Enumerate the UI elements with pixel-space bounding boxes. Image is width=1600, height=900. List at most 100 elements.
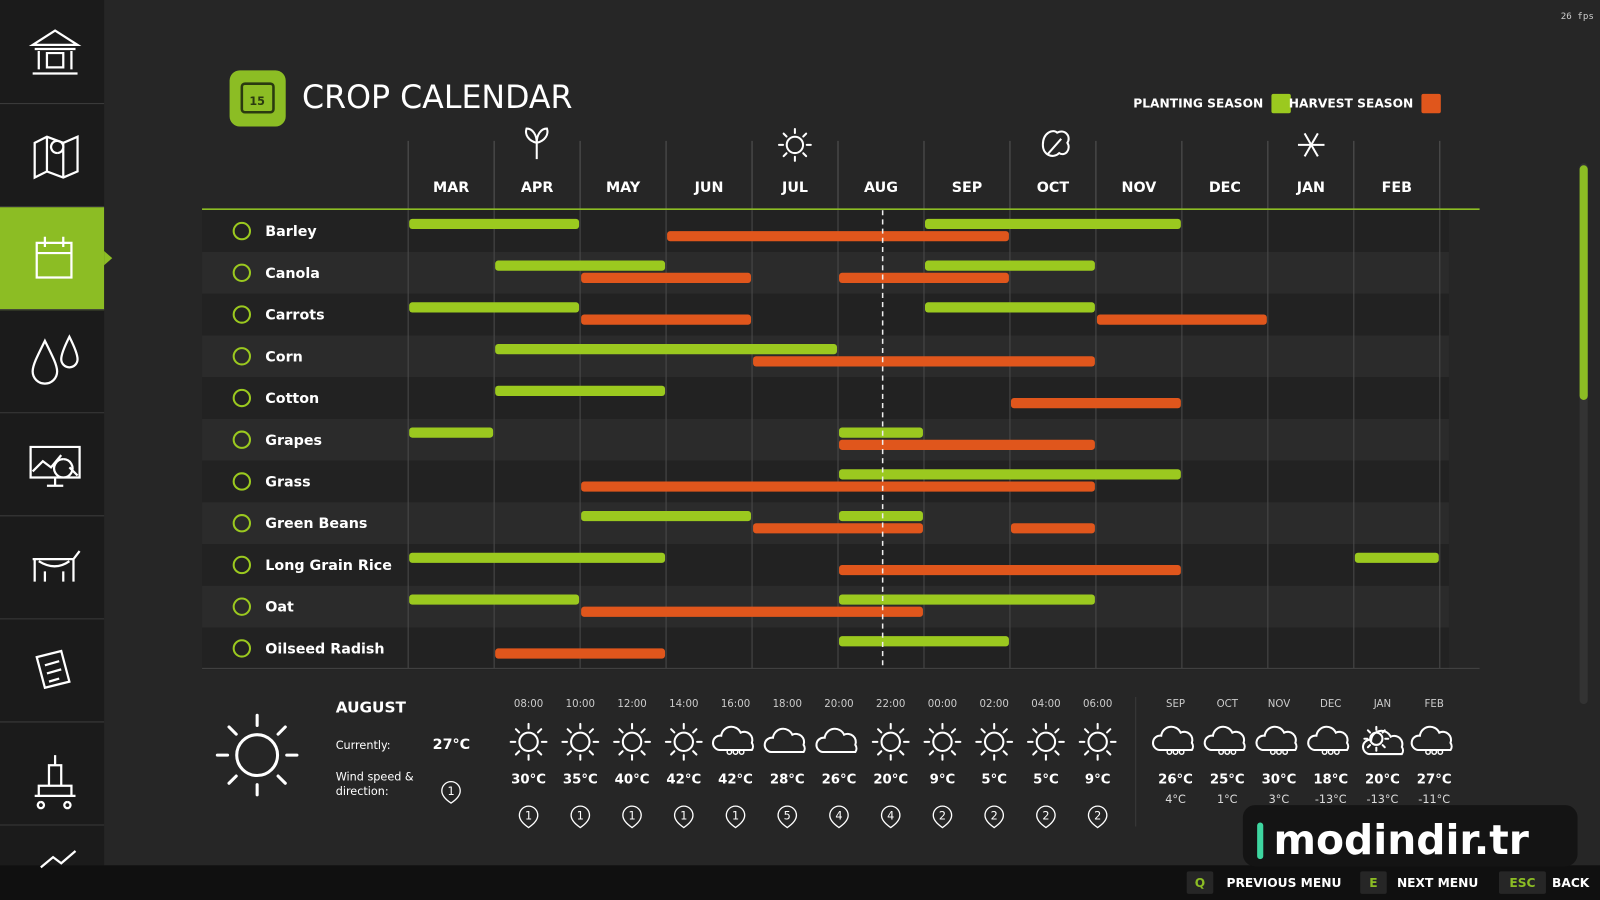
icon-production[interactable] (34, 755, 76, 810)
key-action[interactable]: BACK (1552, 876, 1590, 890)
hour-icon-ray (1002, 728, 1008, 734)
hour-icon (673, 731, 694, 753)
wind-label: direction: (336, 785, 389, 798)
hour-icon-ray (1002, 750, 1008, 756)
forecast-high: 26°C (1158, 773, 1193, 788)
hour-label: 04:00 (1031, 699, 1060, 710)
legend-harvest: HARVEST SEASON (1289, 97, 1413, 111)
hour-icon-ray (588, 728, 594, 734)
harvest-bar (1096, 314, 1267, 325)
hour-icon-ray (566, 750, 572, 756)
weather-now-icon-ray (227, 725, 238, 736)
wind-marker (880, 805, 901, 829)
crop-row (202, 251, 1449, 294)
crop-icon (232, 221, 252, 241)
hour-icon-ray (950, 750, 957, 756)
crop-icon (232, 472, 252, 491)
forecast-icon-ray (1381, 744, 1386, 749)
weather-now-icon (235, 733, 280, 778)
icon-finance[interactable] (28, 29, 82, 75)
watermark-box (1242, 805, 1578, 867)
hour-icon-ray (618, 750, 624, 756)
wind-label: Wind speed & (336, 771, 414, 784)
key-box[interactable] (1498, 871, 1546, 894)
hour-temp: 28°C (770, 773, 805, 788)
forecast-month: SEP (1166, 699, 1185, 710)
wind-marker (777, 805, 798, 829)
crop-icon (232, 430, 252, 449)
key-action[interactable]: PREVIOUS MENU (1227, 876, 1342, 890)
crop-name[interactable]: Corn (265, 349, 302, 365)
icon-contracts[interactable] (35, 649, 71, 690)
crop-row (202, 418, 1449, 461)
crop-name[interactable]: Carrots (265, 308, 324, 324)
hour-icon (570, 731, 591, 753)
crop-name[interactable]: Cotton (265, 391, 319, 407)
hour-icon-ray (950, 728, 957, 734)
harvest-bar (667, 231, 1009, 242)
weather-now-icon-ray (227, 774, 238, 785)
crop-name[interactable]: Long Grain Rice (265, 558, 392, 574)
month-label: JAN (1296, 180, 1325, 196)
icon-weather[interactable] (31, 334, 79, 385)
hour-icon (518, 731, 539, 753)
hour-icon-ray (899, 728, 905, 734)
harvest-bar (839, 564, 1181, 576)
forecast-icon (1307, 725, 1350, 752)
scroll-thumb[interactable] (1579, 165, 1588, 400)
wind-marker (673, 805, 694, 829)
key[interactable]: ESC (1509, 876, 1535, 890)
hour-temp: 5°C (981, 773, 1007, 788)
key-box[interactable] (1186, 871, 1214, 894)
crop-name[interactable]: Green Beans (265, 516, 367, 532)
crop-name[interactable]: Oilseed Radish (265, 641, 384, 657)
forecast-month: FEB (1425, 699, 1444, 710)
icon-prices[interactable] (29, 445, 81, 487)
footer-bar (0, 865, 1600, 900)
crop-name[interactable]: Grass (265, 475, 310, 491)
forecast-low: -11°C (1418, 793, 1450, 806)
crop-name[interactable]: Oat (265, 600, 294, 616)
hour-temp: 26°C (822, 773, 857, 788)
planting-bar (839, 510, 923, 522)
icon-stats[interactable] (40, 850, 77, 869)
crop-name[interactable]: Canola (265, 266, 320, 282)
harvest-bar (495, 648, 666, 659)
icon-animals[interactable] (32, 550, 81, 582)
hour-icon-ray (877, 728, 883, 734)
season-winter (1303, 132, 1319, 157)
hour-label: 10:00 (566, 699, 595, 710)
hour-temp: 9°C (930, 773, 956, 788)
forecast-icon-drop (1431, 749, 1438, 755)
wind-speed: 4 (835, 809, 842, 822)
key[interactable]: E (1369, 876, 1377, 890)
icon-calendar[interactable] (35, 236, 73, 279)
watermark: modindir.tr (1273, 816, 1528, 864)
forecast-high: 30°C (1262, 773, 1297, 788)
wind-speed: 2 (1042, 809, 1049, 822)
key-action[interactable]: NEXT MENU (1397, 876, 1478, 890)
wind-speed: 2 (1094, 809, 1101, 822)
key-box[interactable] (1360, 871, 1387, 894)
sidebar-active (0, 207, 105, 311)
crop-name[interactable]: Barley (265, 224, 317, 240)
hour-label: 14:00 (669, 699, 698, 710)
forecast-icon-drop (1218, 749, 1225, 755)
weather-month: AUGUST (336, 699, 407, 717)
wind-marker (1087, 805, 1108, 829)
month-label: DEC (1209, 180, 1241, 196)
hour-icon-ray (980, 750, 986, 756)
harvest-bar (581, 481, 1095, 492)
forecast-icon-drop (1224, 749, 1231, 755)
hour-icon (983, 731, 1005, 753)
hour-temp: 9°C (1085, 773, 1111, 788)
icon-map[interactable] (33, 135, 79, 180)
key[interactable]: Q (1195, 876, 1205, 890)
planting-bar (1354, 552, 1439, 563)
month-label: OCT (1037, 180, 1070, 196)
crop-name[interactable]: Grapes (265, 433, 322, 449)
season-spring (525, 127, 549, 160)
content: MAR APR MAY JUN JUL AUG SEP OCT NOV DEC JAN FEB Barl… (0, 29, 1590, 894)
planting-bar (839, 427, 923, 438)
forecast-low: -13°C (1367, 793, 1399, 806)
